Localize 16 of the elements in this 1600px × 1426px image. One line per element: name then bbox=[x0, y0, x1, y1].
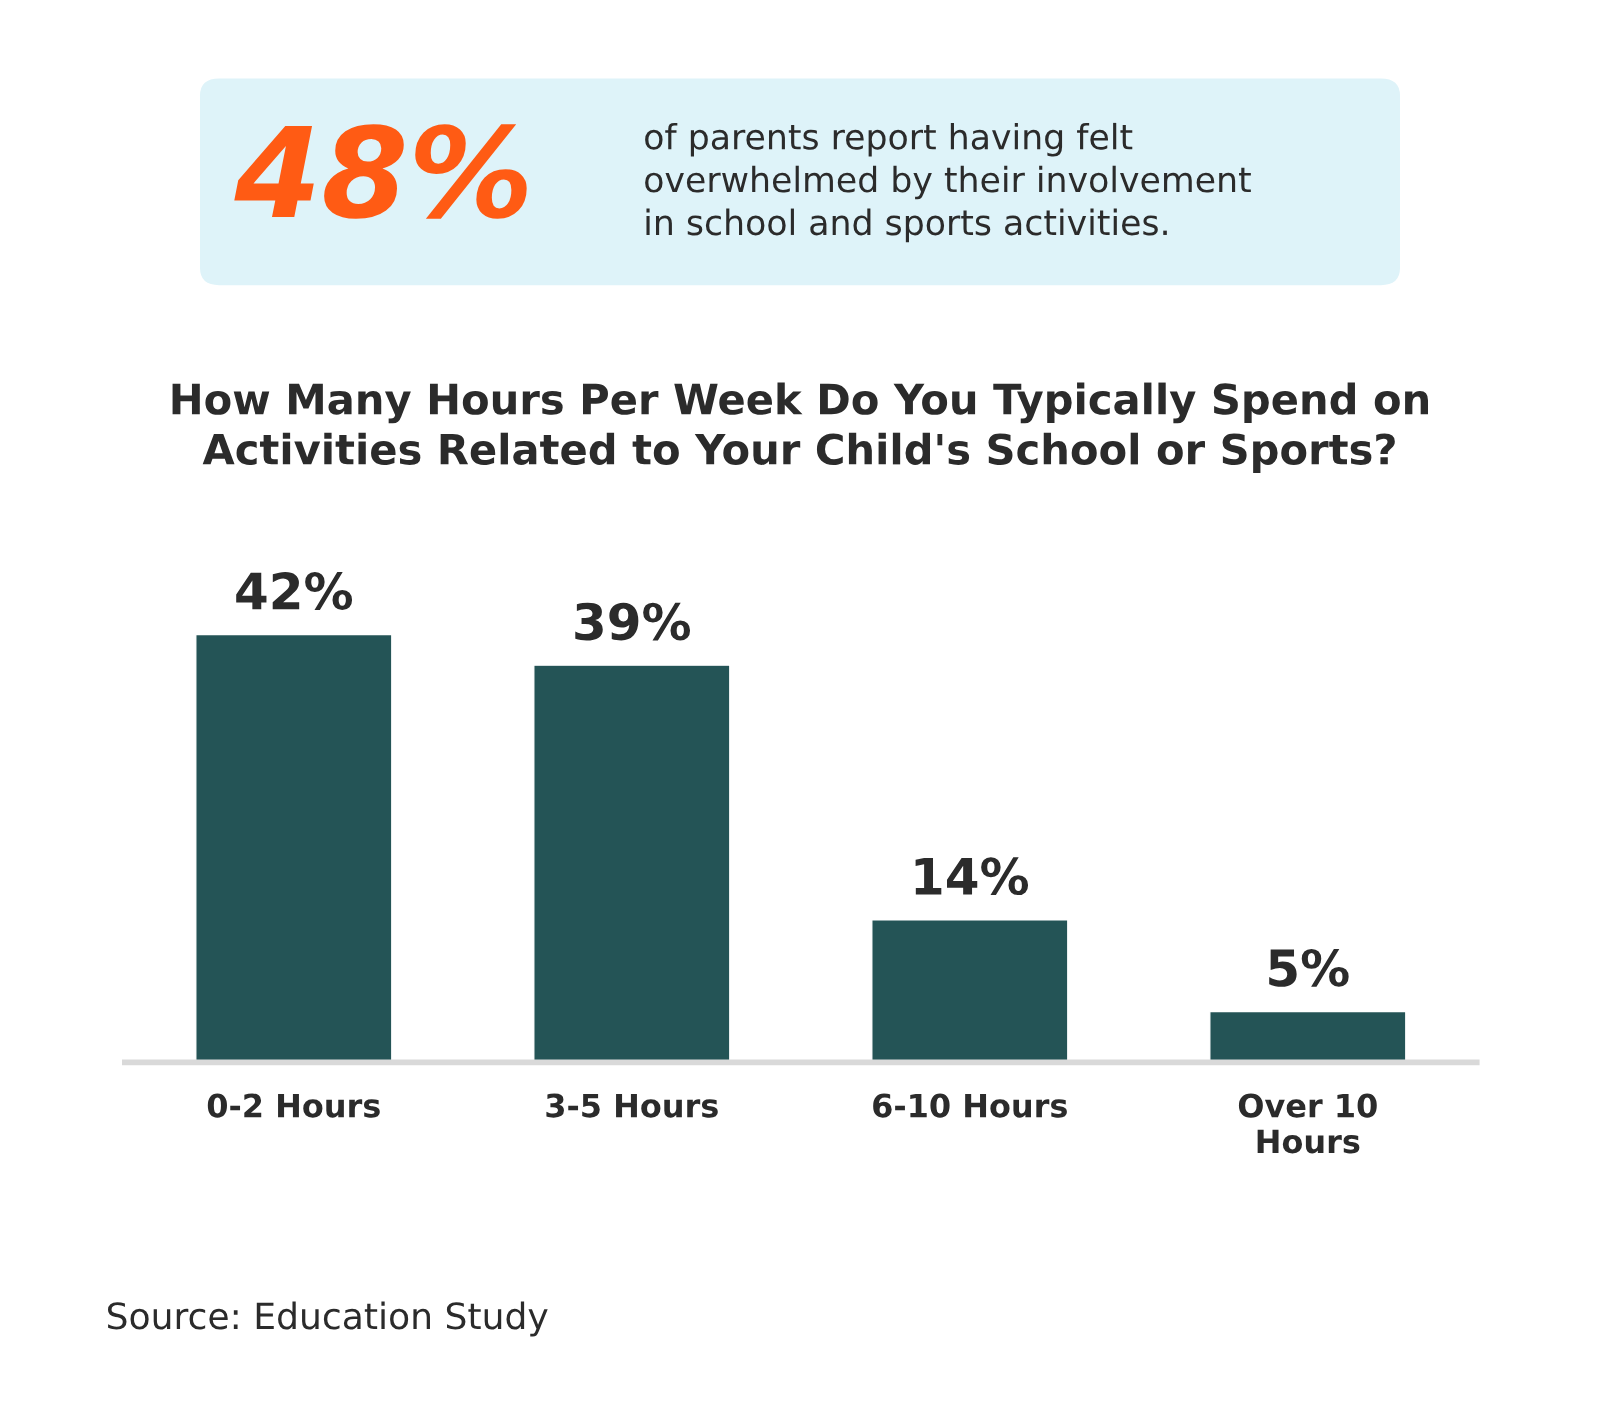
source-note: Source: Education Study bbox=[107, 1301, 548, 1337]
bar bbox=[533, 664, 731, 1063]
bar bbox=[1209, 1010, 1407, 1063]
chart-title: How Many Hours Per Week Do You Typically Spend on Activities Related to Your Child's School or Sports? bbox=[172, 382, 1428, 474]
x-tick-label: 0-2 Hours bbox=[207, 1093, 380, 1118]
text: 48% bbox=[234, 124, 527, 219]
bar bbox=[871, 919, 1069, 1063]
data-label: 39% bbox=[575, 602, 691, 641]
x-tick-label: 3-5 Hours bbox=[546, 1093, 718, 1118]
data-label: 42% bbox=[236, 572, 353, 610]
bar bbox=[195, 633, 393, 1063]
x-tick-label: 6-10 Hours bbox=[873, 1093, 1067, 1118]
data-label: 5% bbox=[1269, 948, 1349, 987]
text: of parents report having felt overwhelmed by their involvement in school and sports activities. bbox=[645, 122, 1251, 243]
x-tick-label: Over 10 Hours bbox=[1238, 1093, 1377, 1154]
data-label: 14% bbox=[915, 857, 1029, 896]
